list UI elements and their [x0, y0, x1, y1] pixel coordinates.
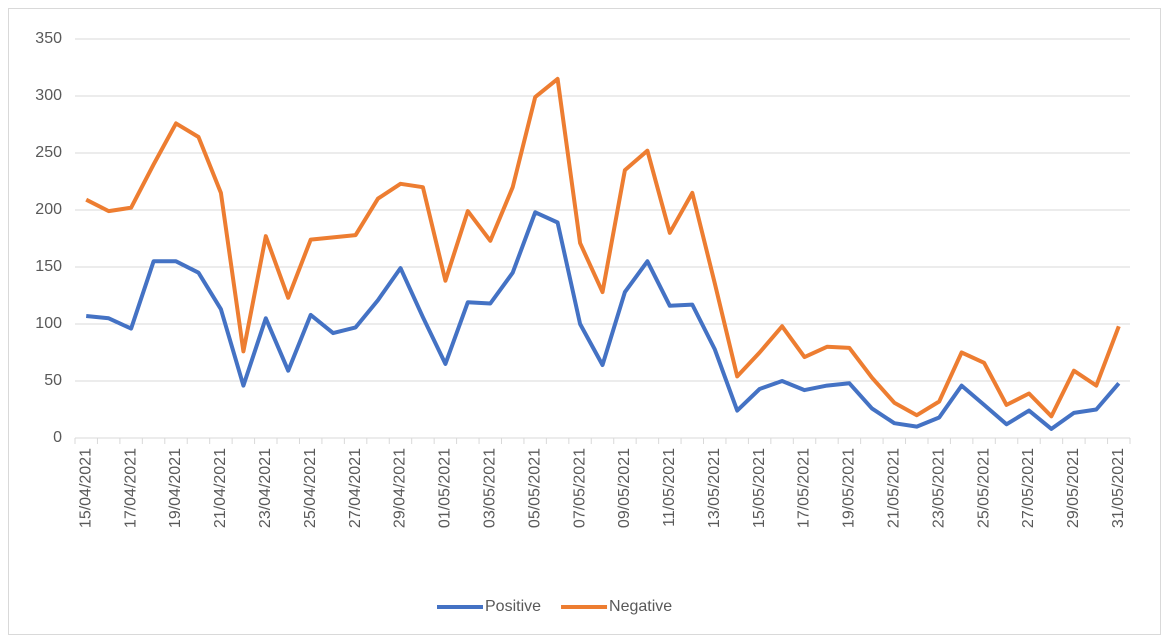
- x-tick-label: 09/05/2021: [616, 448, 633, 528]
- x-tick-label: 23/05/2021: [930, 448, 947, 528]
- x-tick-label: 29/05/2021: [1065, 448, 1082, 528]
- x-tick-label: 01/05/2021: [437, 448, 454, 528]
- x-tick-label: 15/05/2021: [751, 448, 768, 528]
- series-line: [85, 76, 1121, 419]
- x-tick-label: 05/05/2021: [526, 448, 543, 528]
- x-tick-label: 17/05/2021: [796, 448, 813, 528]
- x-tick-label: 19/04/2021: [167, 448, 184, 528]
- x-tick-label: 29/04/2021: [392, 448, 409, 528]
- y-tick-label: 100: [35, 315, 62, 332]
- x-tick-label: 31/05/2021: [1110, 448, 1127, 528]
- y-tick-label: 300: [35, 87, 62, 104]
- x-tick-label: 27/05/2021: [1020, 448, 1037, 528]
- x-tick-label: 15/04/2021: [77, 448, 94, 528]
- x-tick-label: 27/04/2021: [347, 448, 364, 528]
- y-tick-label: 200: [35, 201, 62, 218]
- x-tick-label: 07/05/2021: [571, 448, 588, 528]
- y-tick-label: 0: [53, 429, 62, 446]
- y-tick-label: 50: [44, 372, 62, 389]
- y-tick-label: 150: [35, 258, 62, 275]
- x-tick-label: 21/04/2021: [212, 448, 229, 528]
- x-tick-label: 11/05/2021: [661, 448, 678, 527]
- y-tick-label: 250: [35, 144, 62, 161]
- x-tick-label: 25/05/2021: [975, 448, 992, 528]
- x-tick-label: 25/04/2021: [302, 448, 319, 528]
- legend-label: Negative: [609, 598, 672, 615]
- x-tick-label: 23/04/2021: [257, 448, 274, 528]
- x-tick-label: 17/04/2021: [122, 448, 139, 528]
- chart-frame: [8, 8, 1161, 635]
- series-line: [85, 210, 1121, 431]
- x-tick-label: 19/05/2021: [841, 448, 858, 528]
- x-tick-label: 03/05/2021: [481, 448, 498, 528]
- x-tick-label: 21/05/2021: [886, 448, 903, 528]
- y-tick-label: 350: [35, 30, 62, 47]
- x-tick-label: 13/05/2021: [706, 448, 723, 528]
- legend-label: Positive: [485, 598, 541, 615]
